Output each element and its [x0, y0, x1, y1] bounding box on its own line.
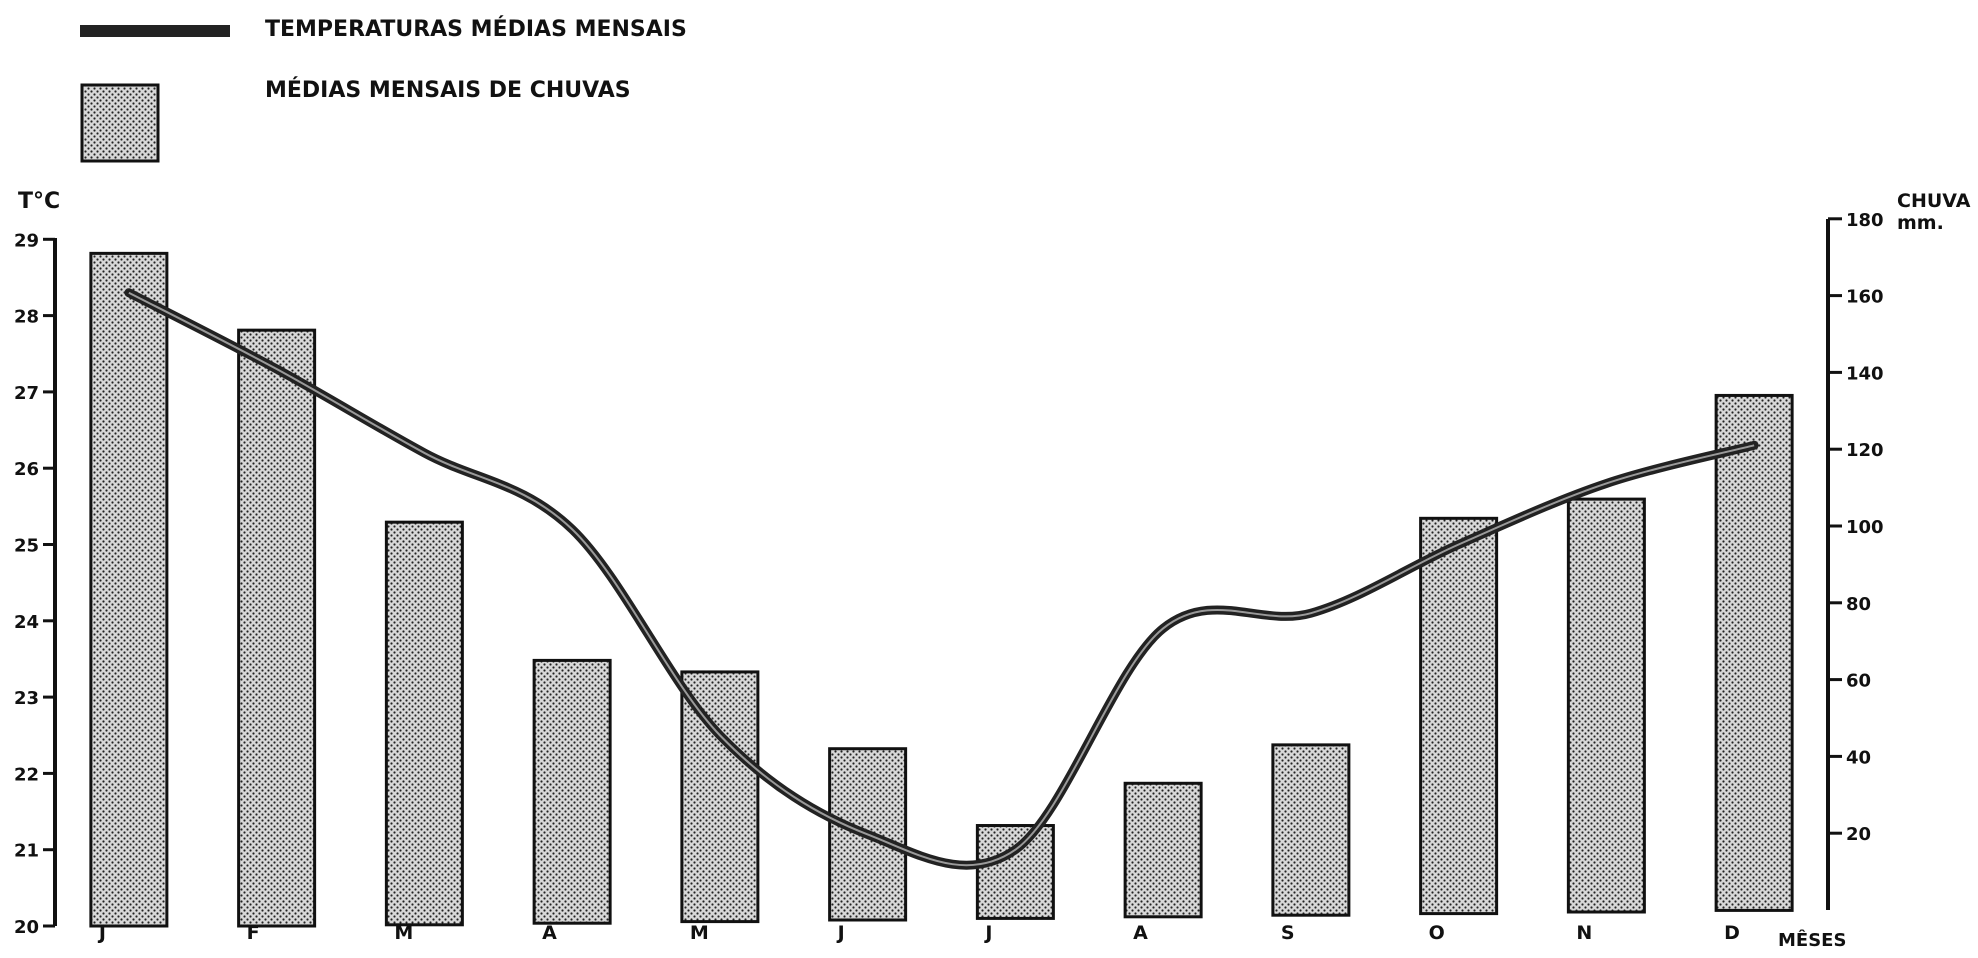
rainfall-bar [532, 658, 612, 925]
right-tick-label: 140 [1846, 363, 1884, 384]
rainfall-bar [975, 824, 1055, 920]
right-tick-label: 100 [1846, 517, 1884, 538]
rainfall-bar [237, 328, 317, 928]
right-tick-label: 20 [1846, 824, 1871, 845]
left-tick-label: 26 [14, 459, 39, 480]
month-label: N [1576, 922, 1592, 944]
month-label: D [1724, 922, 1740, 944]
left-tick-label: 28 [14, 307, 39, 328]
month-label: S [1281, 922, 1295, 944]
month-label: J [836, 922, 845, 944]
right-axis-title-line2: mm. [1897, 212, 1944, 234]
rainfall-bar [89, 251, 169, 928]
month-label: M [690, 922, 709, 944]
left-tick-label: 22 [14, 764, 39, 785]
left-tick-label: 29 [14, 230, 39, 251]
rainfall-bars [89, 251, 1794, 928]
left-tick-label: 27 [14, 383, 39, 404]
temperature-line [124, 288, 1759, 870]
right-axis-ticks: 20 40 60 80 100 120 140 160 180 [1828, 210, 1884, 845]
month-label: F [247, 922, 260, 944]
month-label: A [542, 922, 557, 944]
rainfall-bar [680, 670, 760, 924]
legend-rainfall-swatch [80, 83, 160, 163]
right-tick-label: 60 [1846, 671, 1871, 692]
right-tick-label: 180 [1846, 210, 1884, 231]
right-tick-label: 120 [1846, 440, 1884, 461]
left-axis-ticks: 20 21 22 23 24 25 26 27 28 29 [14, 230, 55, 938]
rainfall-bar [1419, 516, 1499, 916]
left-tick-label: 25 [14, 536, 39, 557]
left-axis-title: T°C [18, 189, 60, 214]
rainfall-bar [1271, 743, 1351, 917]
legend: TEMPERATURAS MÉDIAS MENSAIS MÉDIAS MENSA… [80, 16, 687, 163]
right-axis-title-line1: CHUVA [1897, 190, 1971, 212]
left-tick-label: 21 [14, 841, 39, 862]
month-label: J [983, 922, 992, 944]
rainfall-bar [384, 520, 464, 927]
rainfall-bar [1123, 781, 1203, 919]
left-tick-label: 20 [14, 917, 39, 938]
legend-rainfall-label: MÉDIAS MENSAIS DE CHUVAS [265, 77, 631, 103]
right-tick-label: 40 [1846, 747, 1871, 768]
x-axis-title: MÊSES [1778, 929, 1846, 951]
month-label: M [394, 922, 413, 944]
right-tick-label: 80 [1846, 594, 1871, 615]
legend-temperature-label: TEMPERATURAS MÉDIAS MENSAIS [265, 16, 687, 42]
legend-temperature-swatch [80, 25, 230, 37]
temperature-line-highlight [128, 291, 1755, 867]
left-tick-label: 23 [14, 688, 39, 709]
month-label: A [1133, 922, 1148, 944]
rainfall-bar [1714, 393, 1794, 912]
rainfall-bar [1566, 497, 1646, 914]
right-tick-label: 160 [1846, 287, 1884, 308]
month-label: O [1429, 922, 1445, 944]
month-label: J [97, 922, 106, 944]
left-tick-label: 24 [14, 612, 39, 633]
